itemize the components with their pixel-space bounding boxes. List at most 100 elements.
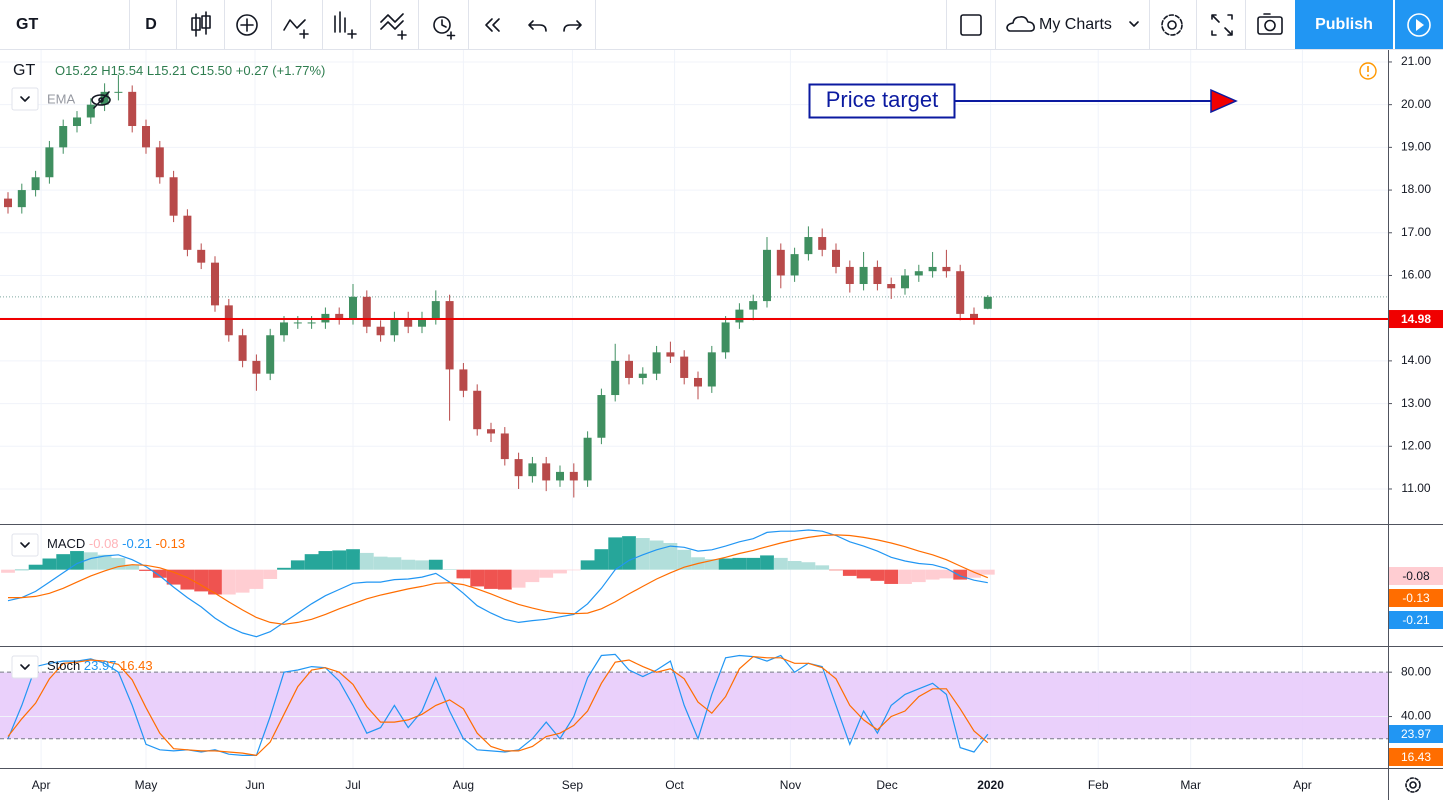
candle-body	[694, 377, 703, 387]
fullscreen-icon[interactable]	[1211, 14, 1233, 36]
histogram-bar	[83, 552, 98, 570]
candle-body	[183, 215, 192, 250]
legend-macd-line: -0.21	[122, 536, 152, 551]
legend-stoch: Stoch 23.97 16.43	[47, 658, 153, 673]
candle-body	[776, 249, 785, 276]
layouts-button[interactable]: My Charts	[1039, 16, 1112, 33]
indicators-icon[interactable]	[236, 14, 258, 36]
y-tick-label: 13.00	[1401, 396, 1431, 410]
candle-body	[335, 313, 344, 319]
compare-icon[interactable]	[283, 19, 309, 39]
price-label: -0.13	[1402, 591, 1430, 605]
candle-body	[155, 147, 164, 178]
strategy-icon[interactable]	[380, 13, 407, 40]
histogram-bar	[221, 569, 236, 595]
candle-body	[928, 266, 937, 272]
settings-icon[interactable]	[1161, 14, 1183, 36]
publish-label[interactable]: Publish	[1315, 16, 1373, 33]
publish-button[interactable]	[1295, 0, 1393, 49]
x-tick-label: May	[135, 778, 158, 792]
candle-body	[804, 237, 813, 255]
candle-body	[197, 249, 206, 263]
candle-body	[556, 471, 565, 481]
separators	[129, 0, 1246, 49]
candle-body	[749, 301, 758, 310]
histogram-bar	[14, 569, 29, 571]
collapse-caret[interactable]	[20, 664, 30, 670]
candle-body	[100, 91, 109, 105]
cloud-icon[interactable]	[1006, 16, 1035, 32]
x-tick-label: Jun	[245, 778, 264, 792]
collapse-caret[interactable]	[20, 542, 30, 548]
histogram-bar	[580, 560, 595, 570]
candle-body	[707, 352, 716, 387]
candle-body	[611, 360, 620, 396]
price-label: 23.97	[1401, 727, 1431, 741]
collapse-button[interactable]	[11, 655, 39, 679]
candle-body	[376, 326, 385, 336]
histogram-bar	[773, 557, 788, 570]
collapse-caret[interactable]	[20, 96, 30, 102]
candle-body	[431, 301, 440, 319]
candle-body	[349, 296, 358, 319]
histogram-bar	[277, 567, 291, 570]
annotation-text: Price target	[826, 87, 939, 112]
histogram-bar	[1, 569, 15, 573]
candle-body	[238, 335, 247, 361]
annotation-box[interactable]	[808, 83, 956, 119]
histogram-bar	[525, 569, 540, 583]
candle-body	[721, 322, 730, 353]
histogram-bar	[456, 569, 471, 579]
symbol-button[interactable]: GT	[16, 16, 38, 33]
histogram-bar	[401, 559, 416, 570]
y-tick-label: 20.00	[1401, 97, 1431, 111]
histogram-bar	[856, 569, 871, 579]
alert-icon[interactable]	[433, 16, 456, 40]
bar-style-icon[interactable]	[191, 11, 211, 37]
candle-body	[17, 190, 26, 208]
layouts-caret[interactable]	[1129, 21, 1139, 27]
collapse-button[interactable]	[11, 533, 39, 557]
collapse-button[interactable]	[11, 87, 39, 111]
histogram-bar	[332, 550, 347, 570]
candle-body	[418, 318, 427, 327]
histogram-bar	[967, 569, 981, 578]
templates-icon[interactable]	[334, 11, 357, 39]
histogram-bar	[925, 569, 940, 580]
snapshot-icon[interactable]	[1257, 13, 1283, 35]
candle-body	[859, 266, 868, 285]
hidden-eye-icon[interactable]	[91, 91, 111, 109]
x-tick-label: Mar	[1180, 778, 1201, 792]
candle-body	[142, 126, 151, 148]
y-tick-label: 16.00	[1401, 268, 1431, 282]
histogram-bar	[732, 557, 747, 570]
price-label-bg	[1389, 611, 1443, 629]
histogram-bar	[263, 569, 278, 579]
price-target-annotation: Price target	[808, 83, 1238, 119]
x-tick-label: Oct	[665, 778, 684, 792]
histogram-bar	[884, 569, 899, 584]
histogram-bar	[97, 554, 112, 570]
histogram-bar	[635, 538, 650, 570]
histogram-bar	[980, 569, 995, 575]
histogram-bar	[70, 551, 84, 570]
redo-icon[interactable]	[563, 20, 582, 32]
legend-macd: MACD -0.08 -0.21 -0.13	[47, 536, 185, 551]
price-label-bg	[1389, 725, 1443, 743]
histogram-bar	[304, 554, 319, 570]
warning-icon[interactable]	[1359, 62, 1377, 80]
candle-body	[362, 296, 371, 327]
undo-icon[interactable]	[528, 20, 547, 32]
price-label-bg	[1389, 567, 1443, 585]
replay-icon[interactable]	[485, 18, 500, 32]
candle-body	[638, 373, 647, 378]
histogram-bar	[815, 565, 830, 570]
time-axis-settings[interactable]	[1405, 777, 1421, 793]
interval-button[interactable]: D	[145, 16, 157, 33]
candle-body	[293, 322, 302, 324]
histogram-bar	[111, 557, 126, 570]
y-tick-label: 11.00	[1401, 481, 1430, 495]
fullscreen-checkbox[interactable]	[960, 14, 982, 36]
candle-body	[445, 301, 454, 370]
